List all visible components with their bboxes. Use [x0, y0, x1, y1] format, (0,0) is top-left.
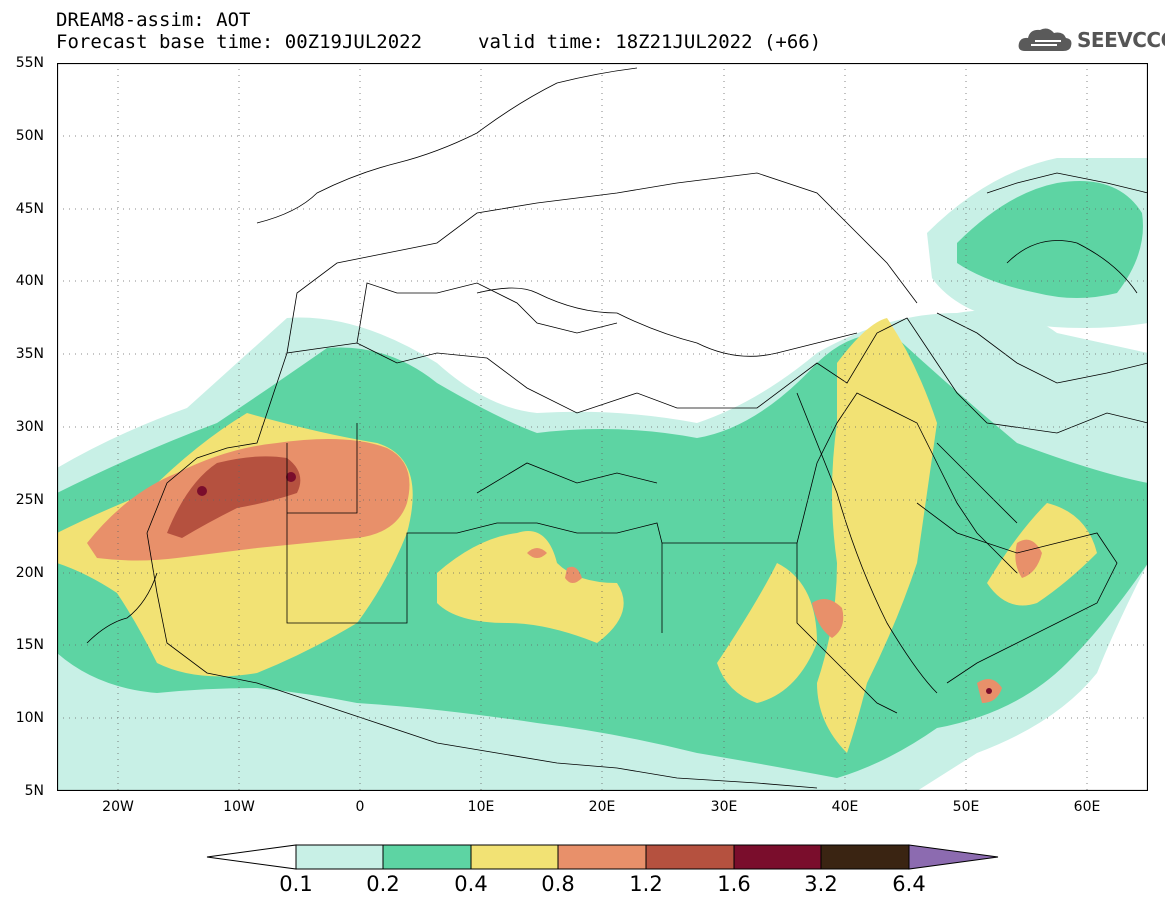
aot-band-1-6 — [197, 472, 992, 694]
colorbar-swatch-2 — [382, 844, 472, 870]
colorbar-lower-arrow — [206, 844, 297, 870]
colorbar-label: 6.4 — [892, 872, 926, 896]
lon-label-50e: 50E — [952, 799, 980, 815]
lon-label-0: 0 — [355, 799, 365, 815]
lat-label-45n: 45N — [15, 201, 44, 217]
country-borders — [146, 172, 1149, 789]
lat-label-30n: 30N — [15, 419, 44, 435]
coastlines — [86, 67, 1018, 694]
lat-label-5n: 5N — [24, 783, 44, 799]
chart-title: DREAM8-assim: AOT — [56, 9, 251, 31]
colorbar-label: 0.1 — [279, 872, 313, 896]
map-canvas — [56, 62, 1149, 792]
lat-label-10n: 10N — [15, 710, 44, 726]
lon-label-60e: 60E — [1073, 799, 1101, 815]
colorbar-swatch-7 — [820, 844, 910, 870]
colorbar-swatch-5 — [645, 844, 735, 870]
aot-map — [56, 62, 1149, 792]
lon-label-20e: 20E — [588, 799, 616, 815]
colorbar — [206, 844, 999, 870]
colorbar-label: 1.6 — [717, 872, 751, 896]
seevccc-logo: SEEVCCC — [1017, 24, 1165, 56]
lon-label-10e: 10E — [467, 799, 495, 815]
lon-label-10w: 10W — [223, 799, 255, 815]
lat-label-20n: 20N — [15, 565, 44, 581]
lon-label-40e: 40E — [831, 799, 859, 815]
logo-text: SEEVCCC — [1077, 28, 1165, 52]
lat-label-40n: 40N — [15, 273, 44, 289]
colorbar-label: 0.8 — [541, 872, 575, 896]
lat-label-35n: 35N — [15, 346, 44, 362]
lat-label-15n: 15N — [15, 637, 44, 653]
lat-label-25n: 25N — [15, 492, 44, 508]
colorbar-label: 0.4 — [454, 872, 488, 896]
cloud-icon — [1018, 28, 1072, 51]
forecast-base-time: Forecast base time: 00Z19JUL2022 — [56, 31, 423, 53]
colorbar-swatch-4 — [557, 844, 647, 870]
aot-band-1-2 — [167, 456, 301, 538]
lat-label-55n: 55N — [15, 55, 44, 71]
lat-label-50n: 50N — [15, 128, 44, 144]
colorbar-label: 0.2 — [366, 872, 400, 896]
colorbar-swatch-3 — [470, 844, 559, 870]
lon-label-20w: 20W — [102, 799, 134, 815]
lon-label-30e: 30E — [710, 799, 738, 815]
colorbar-upper-arrow — [908, 844, 999, 870]
colorbar-swatch-6 — [733, 844, 822, 870]
valid-time: valid time: 18Z21JUL2022 (+66) — [478, 31, 822, 53]
colorbar-label: 3.2 — [804, 872, 838, 896]
colorbar-label: 1.2 — [629, 872, 663, 896]
colorbar-swatch-1 — [295, 844, 384, 870]
